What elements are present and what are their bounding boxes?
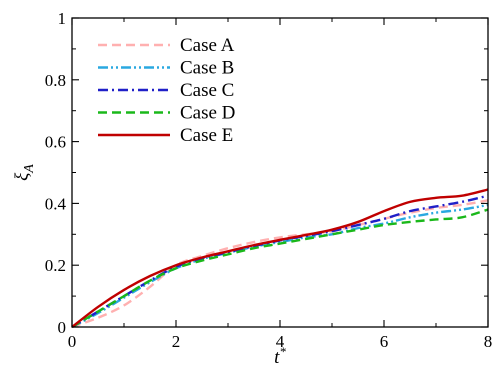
series-layer [71, 188, 489, 329]
plot-frame [71, 17, 489, 328]
y-tick-label: 0.2 [45, 256, 66, 275]
y-tick-label: 0 [58, 318, 67, 337]
x-axis-label: t* [274, 344, 286, 368]
y-tick-label: 0.4 [45, 194, 67, 213]
x-tick-label: 0 [68, 332, 77, 351]
series-line-case-d [71, 208, 489, 329]
x-tick-label: 2 [172, 332, 181, 351]
y-tick-label: 1 [58, 9, 67, 28]
series-line-case-a [71, 199, 489, 329]
legend-label-case-a: Case A [180, 35, 235, 56]
y-tick-label: 0.6 [45, 133, 66, 152]
series-line-case-e [71, 188, 489, 328]
series-line-case-b [71, 203, 489, 329]
legend-label-case-b: Case B [180, 58, 234, 79]
x-tick-label: 4 [276, 332, 285, 351]
x-tick-label: 6 [380, 332, 389, 351]
y-tick-label: 0.8 [45, 71, 66, 90]
legend-label-case-d: Case D [180, 103, 235, 124]
ticks-layer: 0 2 4 6 8 0 0.2 0.4 0.6 0.8 1 [45, 9, 492, 351]
legend-label-case-c: Case C [180, 80, 234, 101]
y-axis-label: ξA [12, 164, 37, 181]
legend-label-case-e: Case E [180, 125, 233, 146]
x-tick-label: 8 [484, 332, 492, 351]
